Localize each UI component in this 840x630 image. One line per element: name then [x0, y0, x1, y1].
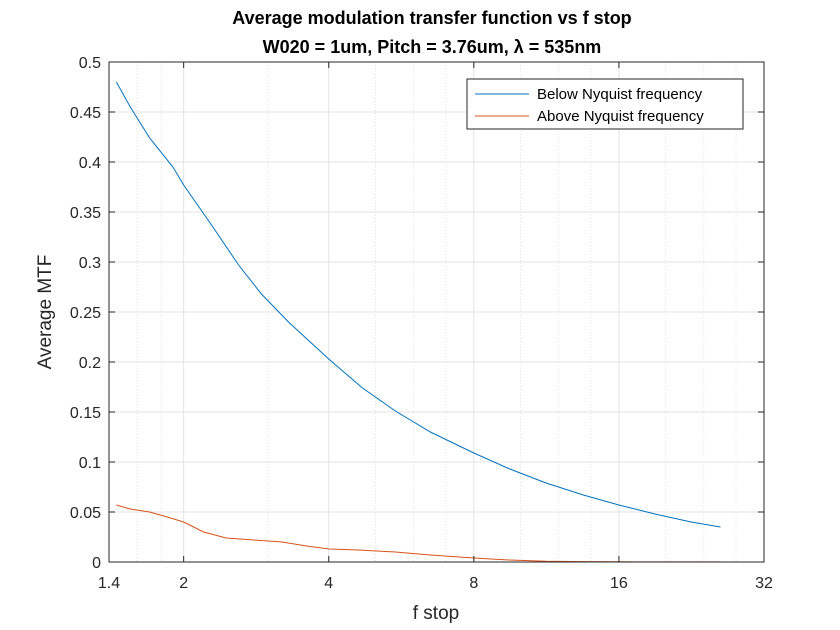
x-tick-label: 4: [324, 575, 333, 592]
x-tick-label: 2: [179, 575, 188, 592]
x-tick-label: 1.4: [98, 575, 120, 592]
y-tick-label: 0.4: [79, 155, 101, 172]
chart-subtitle: W020 = 1um, Pitch = 3.76um, λ = 535nm: [263, 37, 602, 57]
x-tick-label: 16: [610, 575, 628, 592]
legend-label: Above Nyquist frequency: [537, 108, 704, 125]
y-tick-label: 0.5: [79, 55, 101, 72]
y-axis-label: Average MTF: [35, 255, 56, 370]
tick-group: 1.4 2 4 8 16 32 0 0.05 0.1 0.15 0.2 0.25 0.3 0.35 0.4 0…: [70, 55, 773, 592]
y-tick-label: 0.45: [70, 105, 101, 122]
y-tick-label: 0.2: [79, 355, 101, 372]
legend-label: Below Nyquist frequency: [537, 86, 703, 103]
y-tick-label: 0.3: [79, 255, 101, 272]
y-tick-label: 0: [92, 555, 101, 572]
series-line-1: [115, 81, 721, 528]
y-tick-label: 0.05: [70, 505, 101, 522]
y-tick-label: 0.25: [70, 305, 101, 322]
y-tick-label: 0.1: [79, 455, 101, 472]
y-tick-label: 0.35: [70, 205, 101, 222]
y-tick-label: 0.15: [70, 405, 101, 422]
x-tick-label: 32: [755, 575, 773, 592]
x-tick-label: 8: [469, 575, 478, 592]
legend-box: [466, 78, 744, 130]
x-axis-label: f stop: [413, 603, 459, 624]
chart-title: Average modulation transfer function vs …: [232, 8, 631, 28]
legend: Below Nyquist frequency Above Nyquist fre…: [466, 78, 744, 130]
